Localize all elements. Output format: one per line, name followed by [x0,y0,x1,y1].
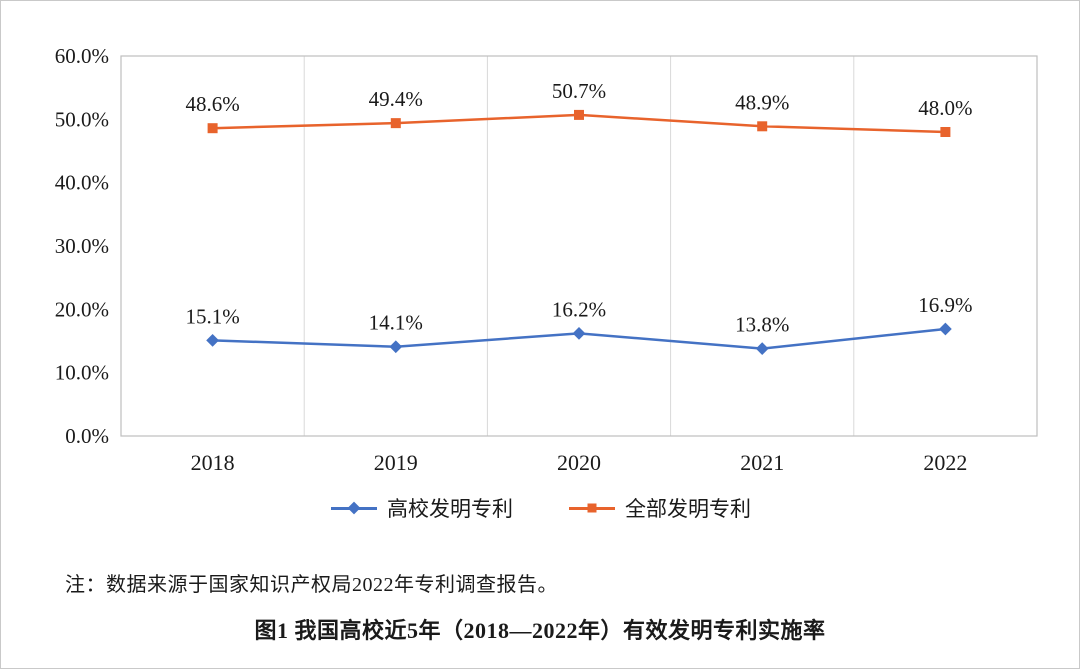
y-axis-tick-label: 60.0% [55,44,109,68]
plot-border [120,55,1038,437]
data-label: 48.0% [918,96,972,120]
data-label: 48.9% [735,90,789,114]
chart-svg: 0.0% 10.0% 20.0% 30.0% 40.0% 50.0% 60.0% 2018 20… [55,44,1038,475]
y-axis-tick-label: 20.0% [55,297,109,321]
x-axis-label: 2021 [740,450,784,475]
diamond-icon [331,501,377,515]
figure-caption: 图1 我国高校近5年（2018—2022年）有效发明专利实施率 [254,618,826,643]
y-axis-tick-label: 10.0% [55,361,109,385]
data-label: 16.2% [552,297,606,321]
square-icon [569,503,615,513]
square-marker-icon [574,109,584,120]
diamond-marker-icon [206,334,219,347]
data-label: 48.6% [185,92,239,116]
square-marker-icon [390,118,401,129]
source-note: 注：数据来源于国家知识产权局2022年专利调查报告。 [65,574,558,596]
x-axis-label: 2020 [557,450,601,475]
x-axis-label: 2019 [374,450,418,475]
y-axis-tick-label: 50.0% [55,107,109,131]
y-axis-tick-label: 0.0% [65,424,109,448]
data-label: 13.8% [735,313,789,337]
square-marker-icon [757,121,768,132]
diamond-marker-icon [755,342,769,355]
data-label: 49.4% [369,87,423,111]
y-axis-tick-label: 40.0% [55,171,109,195]
data-label: 50.7% [552,79,606,103]
data-label: 15.1% [185,304,239,328]
y-axis-tick-label: 30.0% [55,234,109,258]
legend-label: 高校发明专利 [387,497,513,521]
diamond-marker-icon [939,322,952,336]
data-label: 16.9% [918,293,972,317]
chart-legend: 高校发明专利 全部发明专利 [21,492,1061,524]
diamond-marker-icon [572,327,586,340]
legend-label: 全部发明专利 [625,497,751,521]
legend-item: 高校发明专利 [331,493,513,523]
square-marker-icon [940,127,951,137]
x-axis-label: 2022 [923,450,967,475]
x-axis-label: 2018 [191,450,235,475]
square-marker-icon [207,123,218,134]
data-label: 14.1% [369,311,423,335]
legend-item: 全部发明专利 [569,493,751,523]
line-chart: 0.0% 10.0% 20.0% 30.0% 40.0% 50.0% 60.0% 2018 20… [21,21,1061,524]
diamond-marker-icon [389,340,403,354]
